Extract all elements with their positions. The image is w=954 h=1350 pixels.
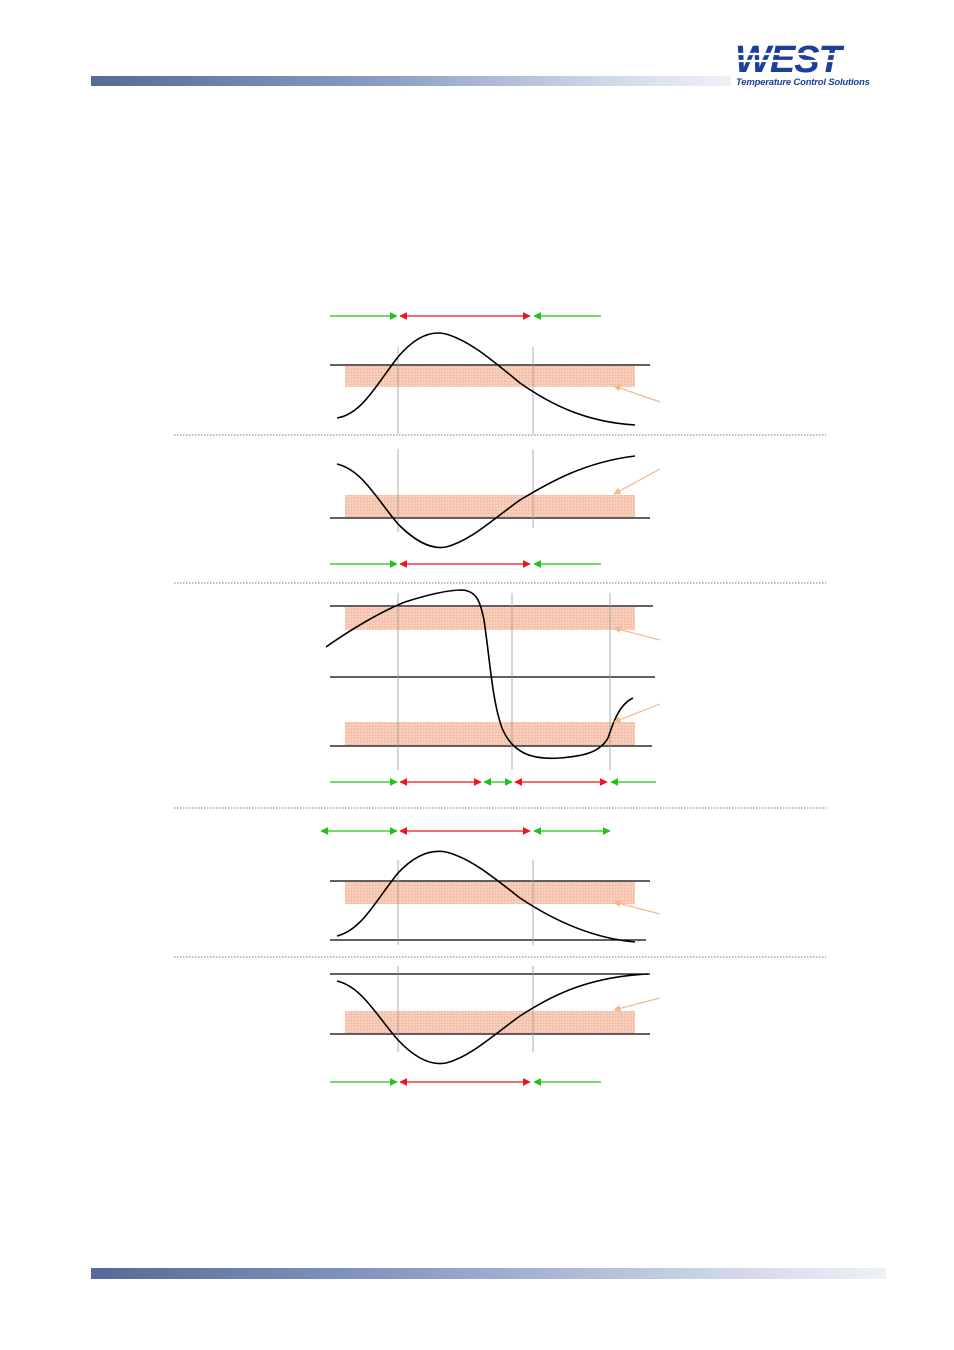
panel-3 <box>174 589 826 809</box>
logo-tagline: Temperature Control Solutions <box>736 77 870 88</box>
process-trace <box>325 589 634 760</box>
hysteresis-band-lower <box>345 722 635 745</box>
hysteresis-band <box>345 366 635 387</box>
svg-text:WEST: WEST <box>735 41 845 77</box>
process-trace <box>336 455 636 549</box>
process-trace <box>336 332 636 426</box>
panel-2 <box>174 449 826 584</box>
panel-5 <box>330 966 661 1086</box>
hysteresis-band <box>345 882 635 904</box>
footer-bar <box>91 1268 886 1279</box>
hysteresis-band <box>345 495 635 517</box>
process-trace <box>336 850 636 943</box>
band-pointer <box>613 626 661 641</box>
band-pointer <box>613 384 661 403</box>
band-pointer <box>613 900 661 915</box>
process-trace <box>336 973 649 1065</box>
band-pointer <box>613 468 661 495</box>
west-logo: WEST Temperature Control Solutions <box>733 41 885 89</box>
header-bar <box>91 76 731 86</box>
band-pointer <box>613 703 661 723</box>
band-pointer <box>613 997 661 1012</box>
panel-1 <box>174 312 826 436</box>
panel-4 <box>174 827 826 958</box>
hysteresis-band <box>345 1011 635 1033</box>
hysteresis-band-upper <box>345 607 635 630</box>
west-logo-wordmark: WEST <box>733 41 885 77</box>
